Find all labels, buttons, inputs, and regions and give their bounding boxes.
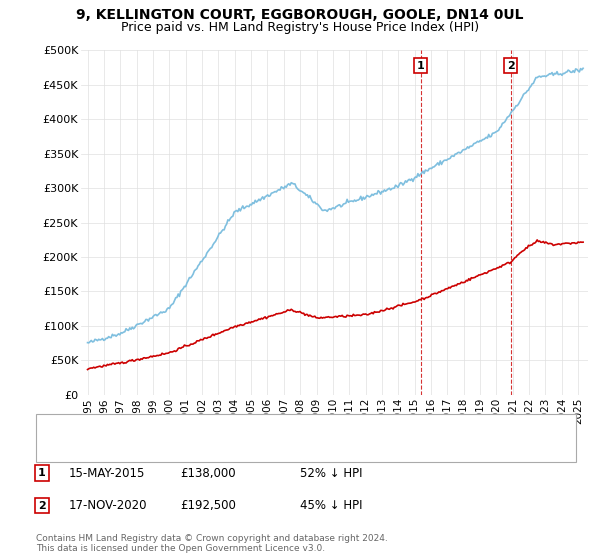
Text: 9, KELLINGTON COURT, EGGBOROUGH, GOOLE, DN14 0UL (detached house): 9, KELLINGTON COURT, EGGBOROUGH, GOOLE, …	[84, 423, 482, 433]
Text: HPI: Average price, detached house, North Yorkshire: HPI: Average price, detached house, Nort…	[84, 445, 357, 455]
Text: 1: 1	[38, 468, 46, 478]
Text: 15-MAY-2015: 15-MAY-2015	[69, 466, 145, 480]
Text: —: —	[54, 441, 73, 460]
Text: —: —	[54, 418, 73, 437]
Text: 52% ↓ HPI: 52% ↓ HPI	[300, 466, 362, 480]
Text: 1: 1	[417, 60, 425, 71]
Text: Price paid vs. HM Land Registry's House Price Index (HPI): Price paid vs. HM Land Registry's House …	[121, 21, 479, 34]
Text: 17-NOV-2020: 17-NOV-2020	[69, 499, 148, 512]
Text: 45% ↓ HPI: 45% ↓ HPI	[300, 499, 362, 512]
Text: Contains HM Land Registry data © Crown copyright and database right 2024.
This d: Contains HM Land Registry data © Crown c…	[36, 534, 388, 553]
Text: 9, KELLINGTON COURT, EGGBOROUGH, GOOLE, DN14 0UL: 9, KELLINGTON COURT, EGGBOROUGH, GOOLE, …	[76, 8, 524, 22]
Text: 2: 2	[507, 60, 515, 71]
Text: £138,000: £138,000	[180, 466, 236, 480]
Text: £192,500: £192,500	[180, 499, 236, 512]
Text: 2: 2	[38, 501, 46, 511]
